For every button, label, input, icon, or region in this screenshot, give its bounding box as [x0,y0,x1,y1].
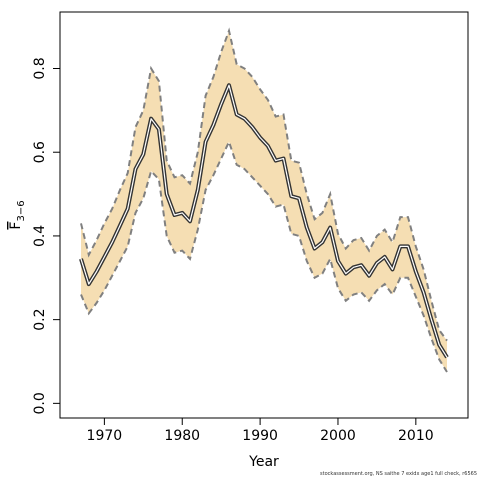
y-tick-label-0.4: 0.4 [32,225,48,247]
svg-text:F3−6: F3−6 [8,200,27,229]
confidence-band [81,30,447,373]
y-axis-title-base: F [8,222,24,230]
y-tick-label-0.6: 0.6 [32,141,48,163]
x-tick-label-1980: 1980 [164,428,200,444]
y-tick-label-0.0: 0.0 [32,392,48,414]
upper-bound-line [80,27,448,342]
y-tick-label-0.2: 0.2 [32,309,48,331]
y-axis-title-subscript: 3−6 [16,200,27,221]
estimate-line-layer [79,83,449,359]
x-axis: 1970 1980 1990 2000 2010 [87,418,434,444]
estimate-line [80,84,448,358]
x-axis-title: Year [248,454,279,470]
y-axis-title: F3−6 [8,200,27,229]
plot-frame [59,11,469,419]
y-axis: 0.0 0.2 0.4 0.6 0.8 [32,57,60,414]
credit-text: stockassessment.org, NS saithe 7 exidx a… [320,471,477,477]
y-tick-label-0.8: 0.8 [32,57,48,79]
x-tick-label-2000: 2000 [320,428,356,444]
confidence-band-layer [80,27,448,373]
x-tick-label-1990: 1990 [242,428,278,444]
x-tick-label-1970: 1970 [87,428,123,444]
x-tick-label-2010: 2010 [398,428,434,444]
